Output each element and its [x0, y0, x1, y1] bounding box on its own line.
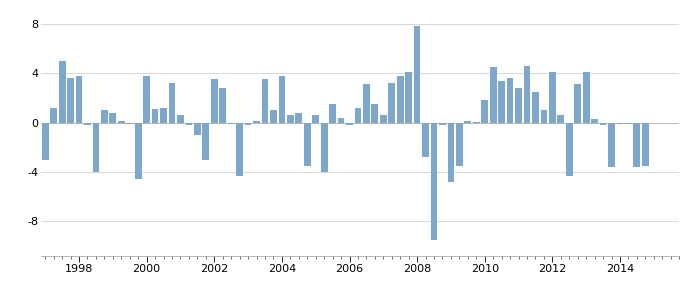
Bar	[515, 88, 522, 123]
Bar	[270, 110, 277, 123]
Bar	[261, 79, 268, 123]
Bar	[321, 123, 327, 172]
Bar	[220, 88, 226, 123]
Bar	[160, 108, 167, 123]
Bar	[574, 84, 581, 123]
Bar	[617, 123, 624, 124]
Bar	[447, 123, 454, 182]
Bar	[279, 76, 285, 123]
Bar	[304, 123, 311, 166]
Bar	[312, 115, 319, 123]
Bar	[152, 109, 158, 123]
Bar	[75, 76, 82, 123]
Bar	[296, 113, 302, 123]
Bar	[388, 83, 395, 123]
Bar	[414, 26, 421, 123]
Bar	[177, 115, 184, 123]
Bar	[228, 123, 235, 124]
Bar	[118, 121, 125, 123]
Bar	[490, 67, 497, 123]
Bar	[591, 119, 598, 123]
Bar	[583, 72, 589, 123]
Bar	[93, 123, 99, 172]
Bar	[405, 72, 412, 123]
Bar	[456, 123, 463, 166]
Bar	[135, 123, 141, 179]
Bar	[194, 123, 201, 135]
Bar	[169, 83, 176, 123]
Bar	[185, 123, 192, 125]
Bar	[439, 123, 446, 125]
Bar	[608, 123, 615, 167]
Bar	[507, 78, 514, 123]
Bar	[211, 79, 217, 123]
Bar	[498, 81, 505, 123]
Bar	[566, 123, 573, 176]
Bar	[143, 76, 150, 123]
Bar	[253, 121, 260, 123]
Bar	[355, 108, 362, 123]
Bar	[67, 78, 74, 123]
Bar	[110, 113, 116, 123]
Bar	[338, 118, 344, 123]
Bar	[532, 92, 539, 123]
Bar	[541, 110, 547, 123]
Bar	[397, 76, 403, 123]
Bar	[363, 84, 370, 123]
Bar	[126, 123, 133, 124]
Bar	[380, 115, 387, 123]
Bar	[600, 123, 606, 125]
Bar	[50, 108, 57, 123]
Bar	[464, 121, 471, 123]
Bar	[549, 72, 556, 123]
Bar	[346, 123, 353, 125]
Bar	[42, 123, 49, 160]
Bar	[642, 123, 649, 166]
Bar	[625, 123, 632, 124]
Bar	[482, 100, 488, 123]
Bar	[202, 123, 209, 160]
Bar	[84, 123, 91, 125]
Bar	[422, 123, 429, 157]
Bar	[329, 104, 336, 123]
Bar	[372, 104, 378, 123]
Bar	[633, 123, 640, 167]
Bar	[59, 61, 65, 123]
Bar	[431, 123, 438, 240]
Bar	[558, 115, 564, 123]
Bar	[473, 122, 480, 123]
Bar	[236, 123, 243, 176]
Bar	[245, 123, 252, 125]
Bar	[101, 110, 108, 123]
Bar	[523, 66, 530, 123]
Bar	[287, 115, 294, 123]
